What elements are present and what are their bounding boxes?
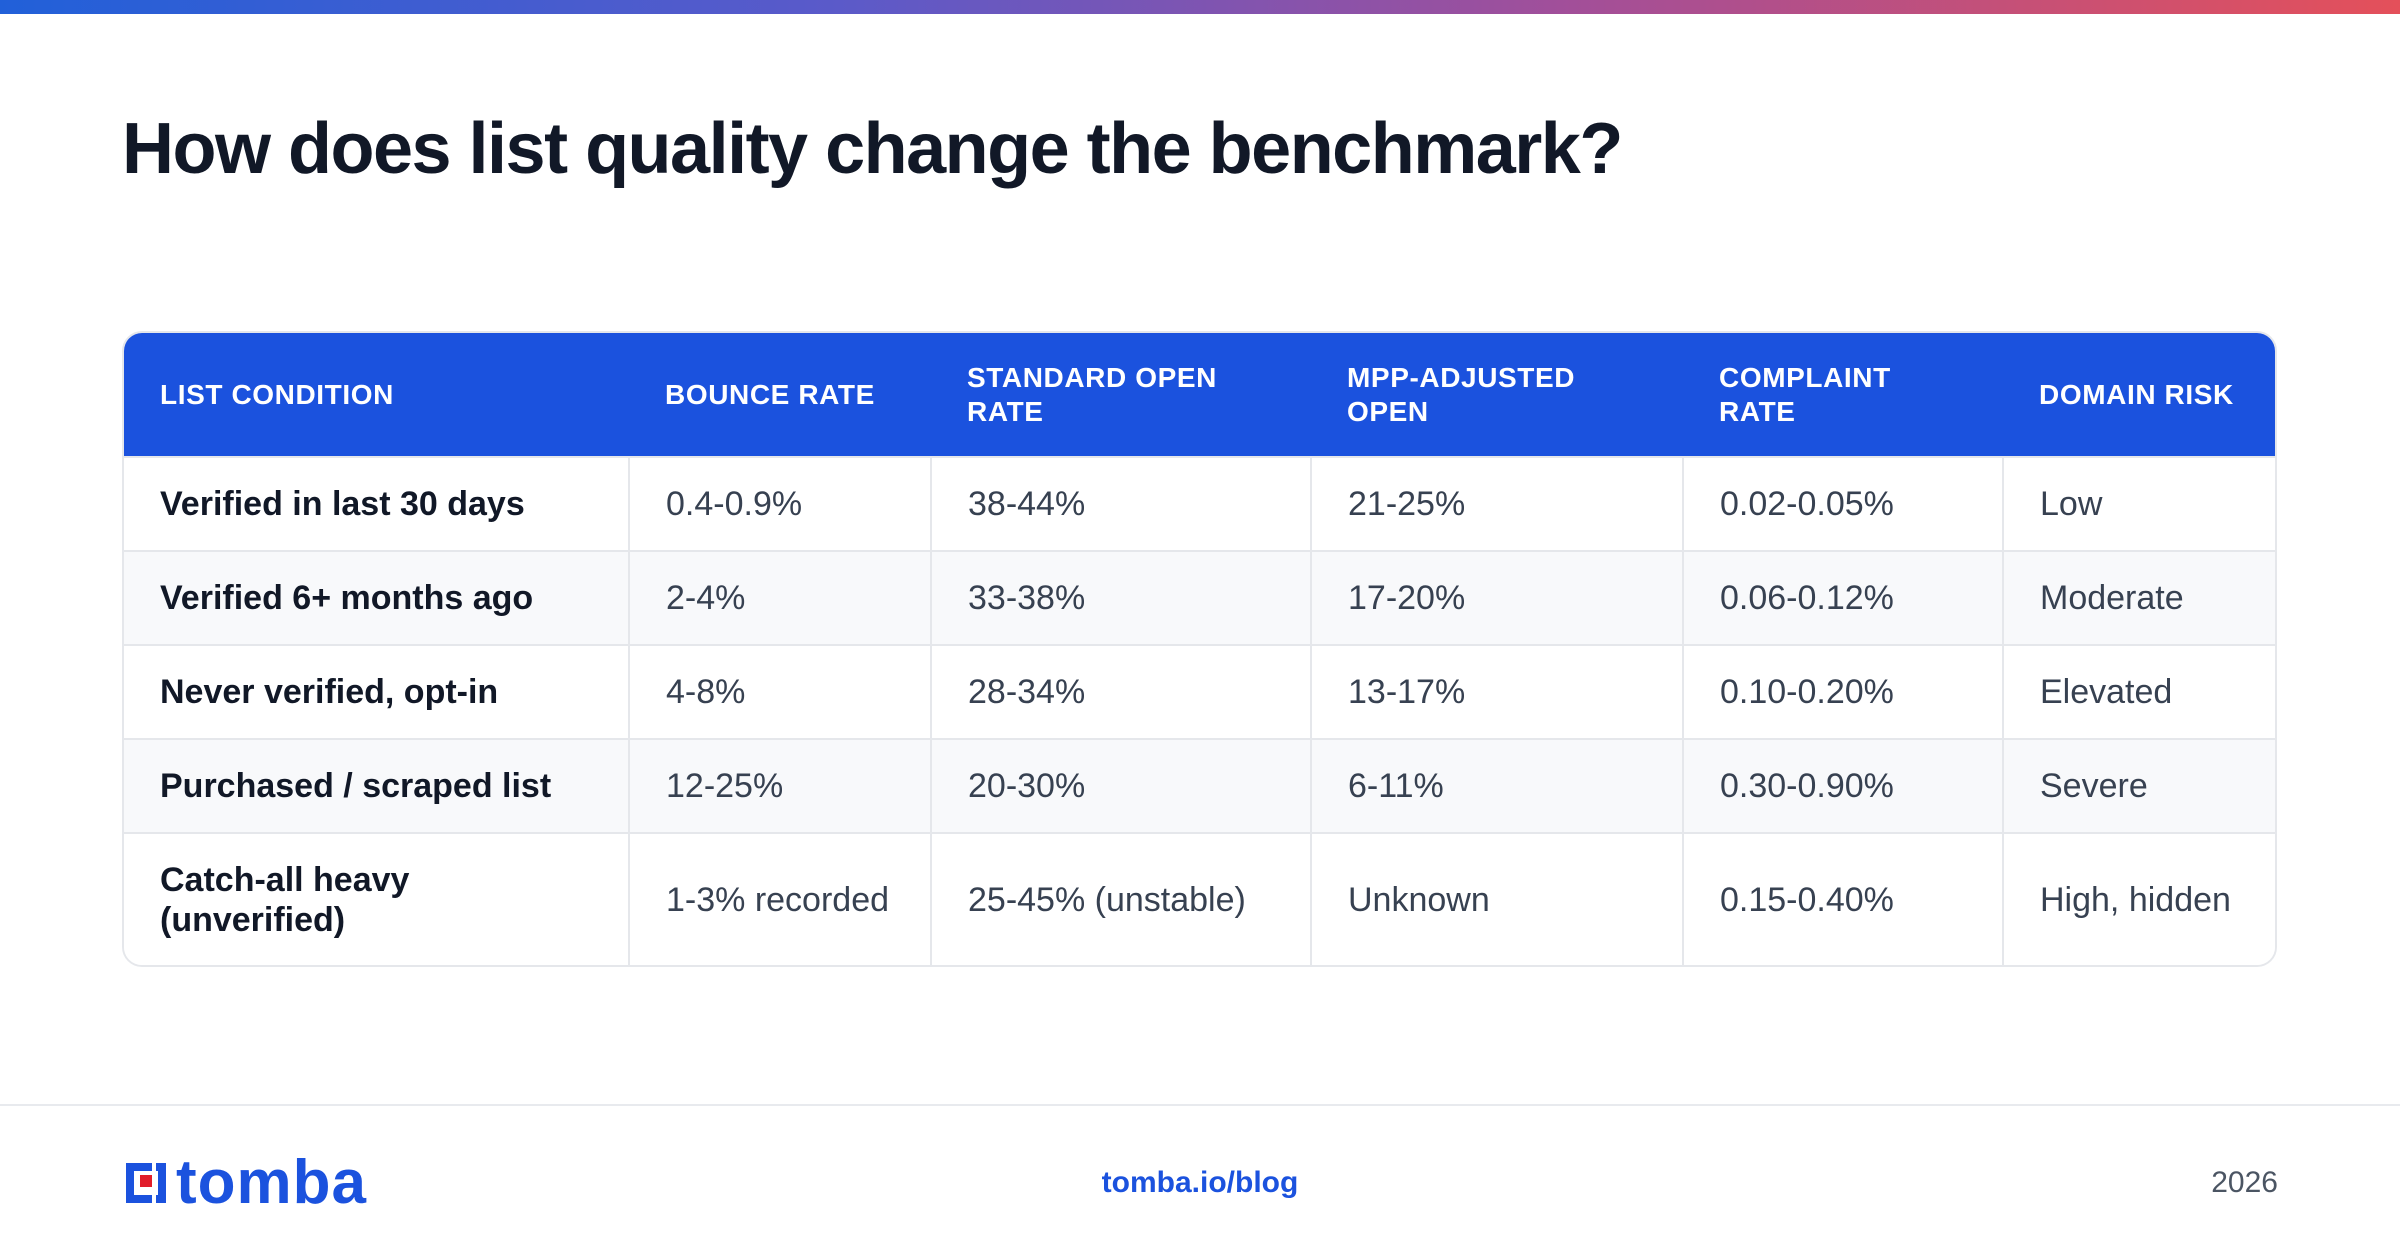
- column-header-domain-risk: DOMAIN RISK: [2039, 378, 2234, 410]
- cell-complaint-rate: 0.06-0.12%: [1682, 550, 2003, 645]
- cell-domain-risk: High, hidden: [2002, 832, 2275, 965]
- cell-bounce-rate: 1-3% recorded: [628, 832, 931, 965]
- cell-complaint-rate: 0.10-0.20%: [1682, 644, 2003, 739]
- cell-standard-open-rate: 38-44%: [930, 456, 1311, 551]
- column-header-list-condition: LIST CONDITION: [160, 378, 394, 410]
- cell-mpp-adjusted-open: 6-11%: [1310, 738, 1683, 833]
- blog-link[interactable]: tomba.io/blog: [1101, 1166, 1299, 1199]
- cell-bounce-rate: 12-25%: [628, 738, 931, 833]
- cell-complaint-rate: 0.02-0.05%: [1682, 456, 2003, 551]
- cell-bounce-rate: 4-8%: [628, 644, 931, 739]
- table-row: Never verified, opt-in 4-8% 28-34% 13-17…: [124, 644, 2275, 739]
- tomba-logo-mark-icon: [122, 1159, 170, 1207]
- page-title: How does list quality change the benchma…: [122, 109, 1623, 189]
- footer: tomba tomba.io/blog 2026: [0, 1104, 2400, 1260]
- table-row: Catch-all heavy (unverified) 1-3% record…: [124, 832, 2275, 965]
- cell-domain-risk: Elevated: [2002, 644, 2275, 739]
- cell-complaint-rate: 0.15-0.40%: [1682, 832, 2003, 965]
- table-row: Verified 6+ months ago 2-4% 33-38% 17-20…: [124, 550, 2275, 645]
- table-header-row: LIST CONDITION BOUNCE RATE STANDARD OPEN…: [124, 333, 2275, 457]
- tomba-logo-text: tomba: [176, 1148, 367, 1217]
- cell-mpp-adjusted-open: 13-17%: [1310, 644, 1683, 739]
- cell-mpp-adjusted-open: Unknown: [1310, 832, 1683, 965]
- cell-bounce-rate: 0.4-0.9%: [628, 456, 931, 551]
- cell-standard-open-rate: 25-45% (unstable): [930, 832, 1311, 965]
- table-body: Verified in last 30 days 0.4-0.9% 38-44%…: [124, 456, 2275, 965]
- cell-complaint-rate: 0.30-0.90%: [1682, 738, 2003, 833]
- cell-domain-risk: Severe: [2002, 738, 2275, 833]
- tomba-logo[interactable]: tomba: [122, 1148, 367, 1217]
- cell-list-condition: Verified 6+ months ago: [124, 550, 629, 645]
- column-header-mpp-adjusted-open: MPP-ADJUSTED OPEN: [1347, 361, 1576, 427]
- cell-list-condition: Purchased / scraped list: [124, 738, 629, 833]
- table-row: Verified in last 30 days 0.4-0.9% 38-44%…: [124, 456, 2275, 551]
- column-header-bounce-rate: BOUNCE RATE: [665, 378, 875, 410]
- top-gradient-bar: [0, 0, 2400, 14]
- cell-list-condition: Verified in last 30 days: [124, 456, 629, 551]
- cell-standard-open-rate: 28-34%: [930, 644, 1311, 739]
- benchmark-table-container: LIST CONDITION BOUNCE RATE STANDARD OPEN…: [122, 331, 2277, 967]
- cell-mpp-adjusted-open: 21-25%: [1310, 456, 1683, 551]
- cell-standard-open-rate: 20-30%: [930, 738, 1311, 833]
- cell-domain-risk: Low: [2002, 456, 2275, 551]
- table-header: LIST CONDITION BOUNCE RATE STANDARD OPEN…: [124, 333, 2275, 457]
- cell-list-condition: Catch-all heavy (unverified): [124, 832, 629, 965]
- footer-year: 2026: [2211, 1166, 2278, 1199]
- column-header-standard-open-rate: STANDARD OPEN RATE: [967, 361, 1217, 427]
- cell-list-condition: Never verified, opt-in: [124, 644, 629, 739]
- table-row: Purchased / scraped list 12-25% 20-30% 6…: [124, 738, 2275, 833]
- cell-domain-risk: Moderate: [2002, 550, 2275, 645]
- benchmark-table: LIST CONDITION BOUNCE RATE STANDARD OPEN…: [124, 333, 2275, 965]
- cell-mpp-adjusted-open: 17-20%: [1310, 550, 1683, 645]
- cell-standard-open-rate: 33-38%: [930, 550, 1311, 645]
- cell-bounce-rate: 2-4%: [628, 550, 931, 645]
- column-header-complaint-rate: COMPLAINT RATE: [1719, 361, 1891, 427]
